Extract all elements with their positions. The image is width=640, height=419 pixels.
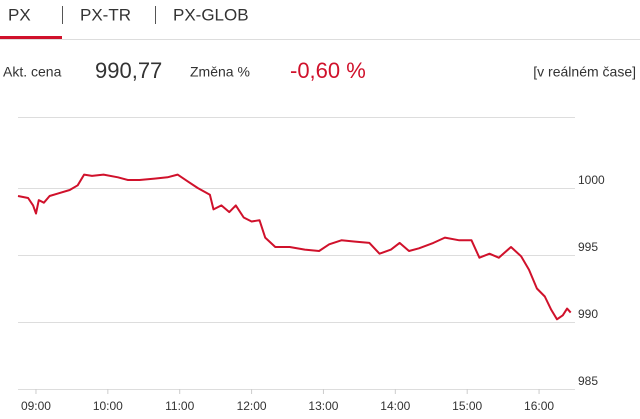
y-tick-label: 990 xyxy=(578,307,598,321)
tab-indicator xyxy=(0,36,62,39)
tab[interactable]: PX-GLOB xyxy=(173,5,249,24)
y-tick-label: 995 xyxy=(578,240,598,254)
x-tick-label: 14:00 xyxy=(380,399,410,413)
chart: 985 990 995 1000 09:00 10:00 11:00 12:00 13:00 14… xyxy=(17,117,605,413)
tab[interactable]: PX-TR xyxy=(80,5,131,24)
price-label: Akt. cena xyxy=(3,64,62,80)
change: -0,60 % xyxy=(290,58,366,83)
x-tick-label: 09:00 xyxy=(21,399,51,413)
x-tick-label: 10:00 xyxy=(93,399,123,413)
price: 990,77 xyxy=(95,58,162,83)
x-tick-label: 12:00 xyxy=(237,399,267,413)
x-tick-label: 15:00 xyxy=(452,399,482,413)
tab[interactable]: PX xyxy=(8,5,31,24)
y-tick-label: 1000 xyxy=(578,173,605,187)
y-tick-label: 985 xyxy=(578,374,598,388)
change-label: Změna % xyxy=(190,64,250,80)
realtime-link[interactable]: [v reálném čase] xyxy=(533,64,636,80)
price-line xyxy=(17,173,572,321)
x-tick-label: 16:00 xyxy=(524,399,554,413)
x-tick-label: 13:00 xyxy=(308,399,338,413)
x-tick-label: 11:00 xyxy=(165,399,194,413)
